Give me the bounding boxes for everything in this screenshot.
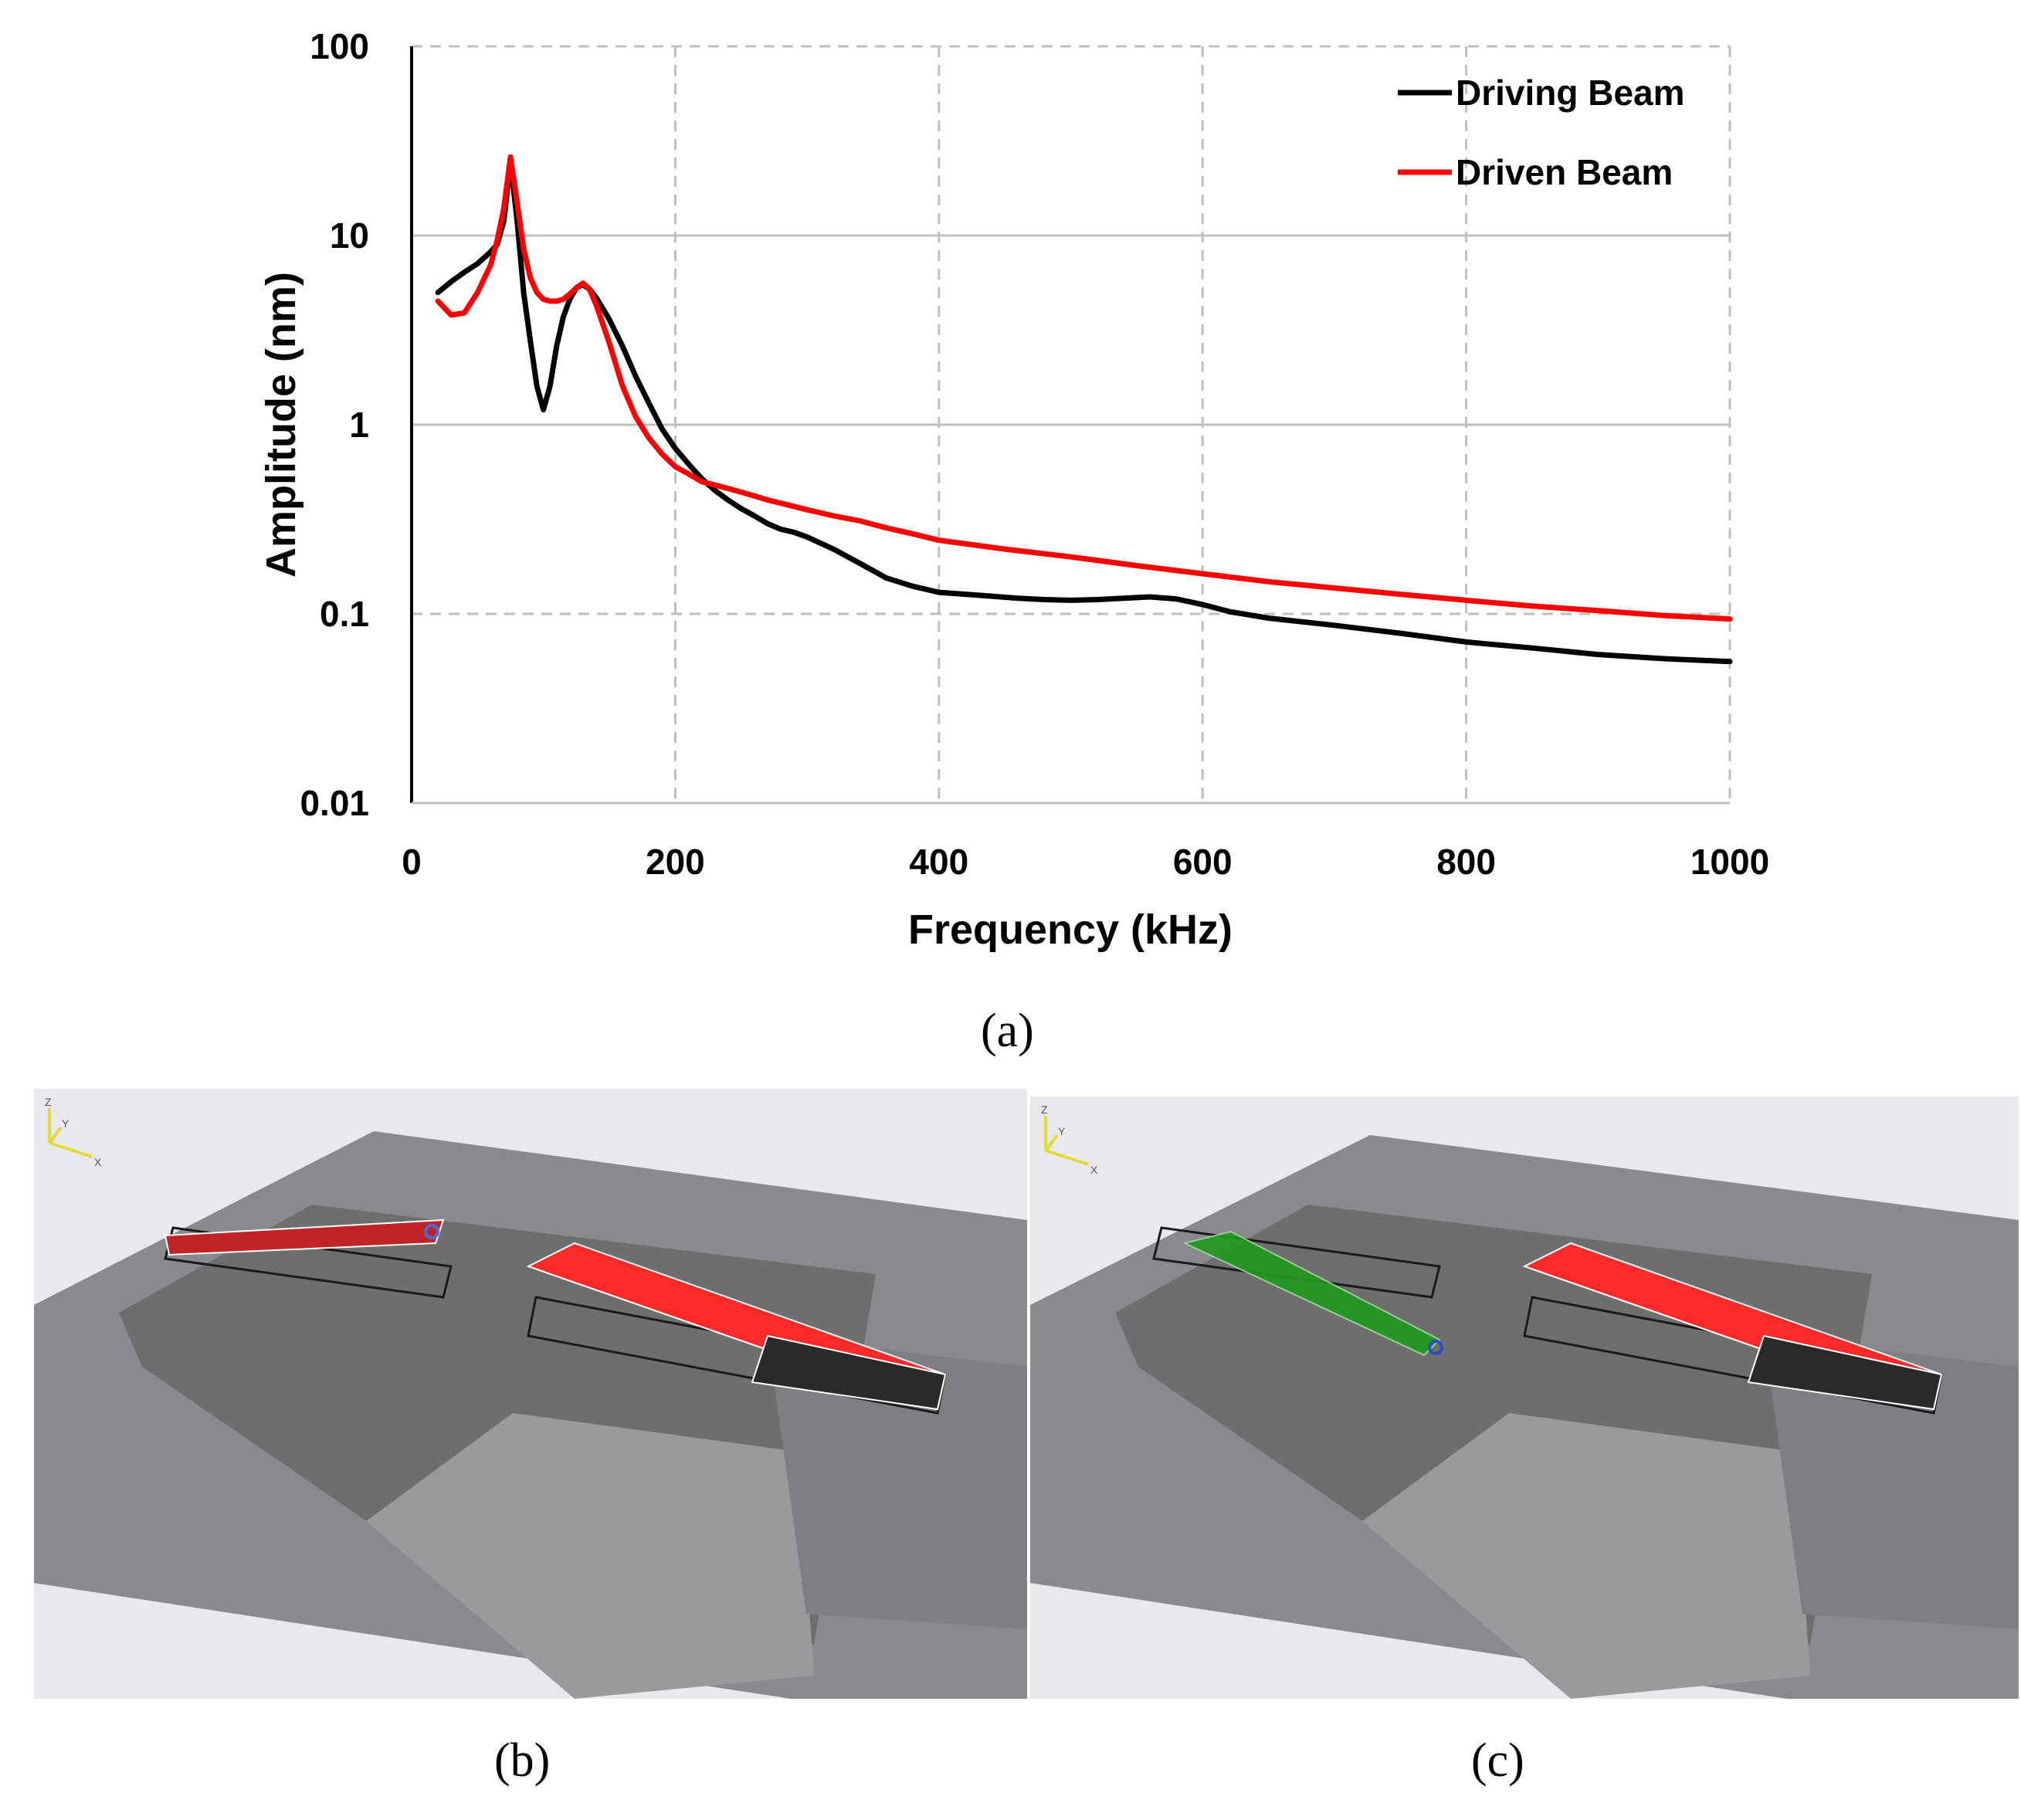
x-axis-title: Frequency (kHz): [908, 907, 1233, 953]
y-tick-label: 0.01: [300, 783, 369, 823]
x-tick-label: 400: [909, 842, 968, 882]
mode-shape-panel-c: Z Y X: [1030, 1096, 2019, 1699]
caption-c: (c): [1471, 1734, 1524, 1787]
frequency-response-chart: 0.01 0.1 1 10 100 0 200 400 600 800 1000 Frequenc…: [258, 26, 1769, 953]
axis-z-label: Z: [1041, 1103, 1048, 1116]
left-pad: [1362, 1413, 1810, 1699]
y-axis-title: Amplitude (nm): [258, 272, 304, 578]
caption-b: (b): [494, 1734, 551, 1787]
x-tick-label: 600: [1173, 842, 1233, 882]
x-tick-label: 200: [646, 842, 705, 882]
mode-shape-render-c: Z Y X: [1030, 1103, 2019, 1699]
axis-y-label: Y: [1058, 1125, 1066, 1137]
y-tick-label: 0.1: [320, 594, 369, 634]
axis-z-label: Z: [45, 1096, 52, 1108]
axis-triad: Z Y X: [1041, 1103, 1098, 1176]
axis-y-label: Y: [62, 1117, 70, 1130]
x-tick-label: 1000: [1690, 842, 1769, 882]
y-tick-labels: 0.01 0.1 1 10 100: [300, 26, 369, 823]
y-tick-label: 10: [330, 215, 369, 256]
caption-a: (a): [981, 1005, 1034, 1057]
probe-marker: [424, 1224, 439, 1239]
left-pad: [366, 1413, 814, 1699]
axis-x-label: X: [1090, 1164, 1098, 1176]
mode-shape-panel-b: Z Y X: [34, 1089, 1027, 1699]
grid-lines: [412, 45, 1731, 803]
axis-x-label: X: [94, 1156, 102, 1168]
legend-label: Driven Beam: [1456, 152, 1673, 192]
probe-marker: [1428, 1340, 1443, 1355]
driving-beam-mode: [164, 1218, 445, 1256]
x-tick-label: 800: [1436, 842, 1496, 882]
driving-beam-mesh-fixed: [1152, 1226, 1441, 1299]
y-tick-label: 1: [349, 405, 369, 445]
series-line-driven-beam: [435, 154, 1733, 622]
x-tick-label: 0: [402, 842, 422, 882]
data-series: [435, 154, 1733, 665]
driving-beam-mode: [1182, 1230, 1441, 1357]
x-tick-labels: 0 200 400 600 800 1000: [402, 842, 1769, 882]
axis-triad: Z Y X: [45, 1096, 102, 1168]
y-tick-label: 100: [310, 26, 369, 66]
axes: [410, 46, 1730, 805]
legend-label: Driving Beam: [1456, 73, 1685, 113]
driven-beam-tip: [1747, 1334, 1943, 1411]
series-line-driving-beam: [435, 159, 1733, 665]
legend: Driving Beam Driven Beam: [1398, 73, 1685, 192]
right-pad: [768, 1336, 1027, 1629]
driven-beam-tip: [751, 1334, 947, 1411]
mode-shape-render-b: Z Y X: [34, 1096, 1027, 1699]
right-pad: [1764, 1336, 2019, 1629]
